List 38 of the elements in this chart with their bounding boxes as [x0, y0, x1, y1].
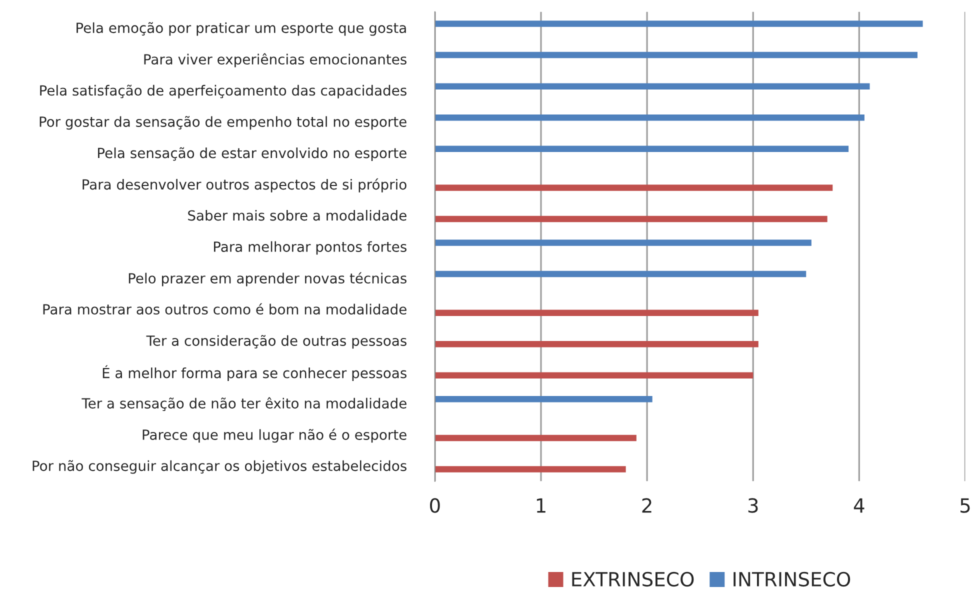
- bar: [434, 434, 636, 442]
- y-tick-label: Para mostrar aos outros como é bom na modalidade: [43, 303, 406, 315]
- x-tick-label: 2: [642, 498, 652, 513]
- y-tick-label: Para desenvolver outros aspectos de si próprio: [82, 178, 406, 192]
- bar: [434, 270, 806, 278]
- x-tick-label: 0: [430, 498, 440, 513]
- legend-label: EXTRINSECO: [572, 572, 694, 587]
- bar: [434, 340, 758, 348]
- bar: [434, 83, 870, 90]
- y-tick-label: Parece que meu lugar não é o esporte: [142, 428, 406, 443]
- bar: [434, 146, 849, 152]
- y-tick-label: Pela satisfação de aperfeiçoamento das capacidades: [40, 84, 406, 98]
- y-tick-label: Por não conseguir alcançar os objetivos estabelecidos: [32, 460, 406, 474]
- bar: [434, 20, 923, 27]
- bar: [434, 310, 758, 316]
- bar: [434, 184, 833, 191]
- x-tick-label: 5: [960, 498, 970, 513]
- y-tick-label: Por gostar da sensação de empenho total no esporte: [40, 116, 406, 130]
- x-tick-label: 1: [536, 498, 546, 513]
- y-tick-label: Pela emoção por praticar um esporte que gosta: [76, 22, 406, 36]
- y-tick-label: É a melhor forma para se conhecer pessoas: [102, 365, 406, 381]
- bar: [434, 396, 652, 402]
- bar: [434, 114, 864, 121]
- y-tick-label: Para melhorar pontos fortes: [214, 241, 406, 255]
- y-tick-label: Saber mais sobre a modalidade: [188, 210, 406, 221]
- y-tick-label: Pela sensação de estar envolvido no esporte: [98, 147, 406, 161]
- bar: [434, 52, 918, 58]
- y-tick-label: Para viver experiências emocionantes: [144, 53, 406, 68]
- legend-label: INTRINSECO: [734, 572, 850, 587]
- y-tick-label: Pelo prazer em aprender novas técnicas: [128, 272, 406, 286]
- x-tick-label: 3: [748, 498, 758, 513]
- bar: [434, 466, 626, 472]
- y-tick-label: Ter a consideração de outras pessoas: [146, 334, 406, 349]
- bar: [434, 216, 828, 222]
- y-tick-label: Ter a sensação de não ter êxito na modalidade: [82, 397, 406, 412]
- bar: [434, 372, 754, 379]
- bar: [434, 240, 812, 246]
- x-tick-label: 4: [854, 498, 864, 513]
